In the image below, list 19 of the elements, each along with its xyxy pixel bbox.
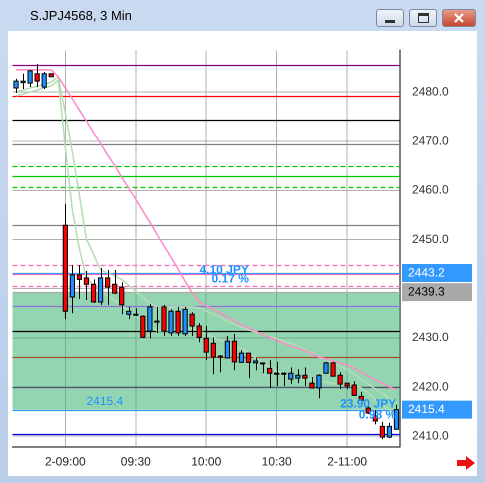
y-tick-label: 2480.0 xyxy=(412,84,450,98)
y-tick-label: 2450.0 xyxy=(412,232,450,246)
y-tick-label: 2410.0 xyxy=(412,428,450,442)
y-tick-label: 2420.0 xyxy=(412,379,450,394)
x-tick-label: 2-09:00 xyxy=(44,454,86,469)
x-tick-label: 2-11:00 xyxy=(327,454,368,469)
y-tick-label: 2470.0 xyxy=(412,133,450,148)
ref-line-label: 2439.3 xyxy=(408,284,446,298)
x-tick-label: 09:30 xyxy=(120,454,152,469)
band-label: 2415.4 xyxy=(86,394,124,408)
x-tick-label: 10:30 xyxy=(262,454,292,469)
chart-title: S.JPJ4568, 3 Min xyxy=(30,8,132,23)
ref-line-label: 2415.4 xyxy=(408,402,446,416)
y-tick-label: 2460.0 xyxy=(412,182,450,197)
ref-line-label: 2443.2 xyxy=(408,265,446,280)
annotation: 23.90 JPY xyxy=(340,396,396,411)
annotation: 0.17 % xyxy=(212,272,250,286)
y-tick-label: 2430.0 xyxy=(412,330,450,344)
x-tick-label: 10:00 xyxy=(191,454,222,469)
